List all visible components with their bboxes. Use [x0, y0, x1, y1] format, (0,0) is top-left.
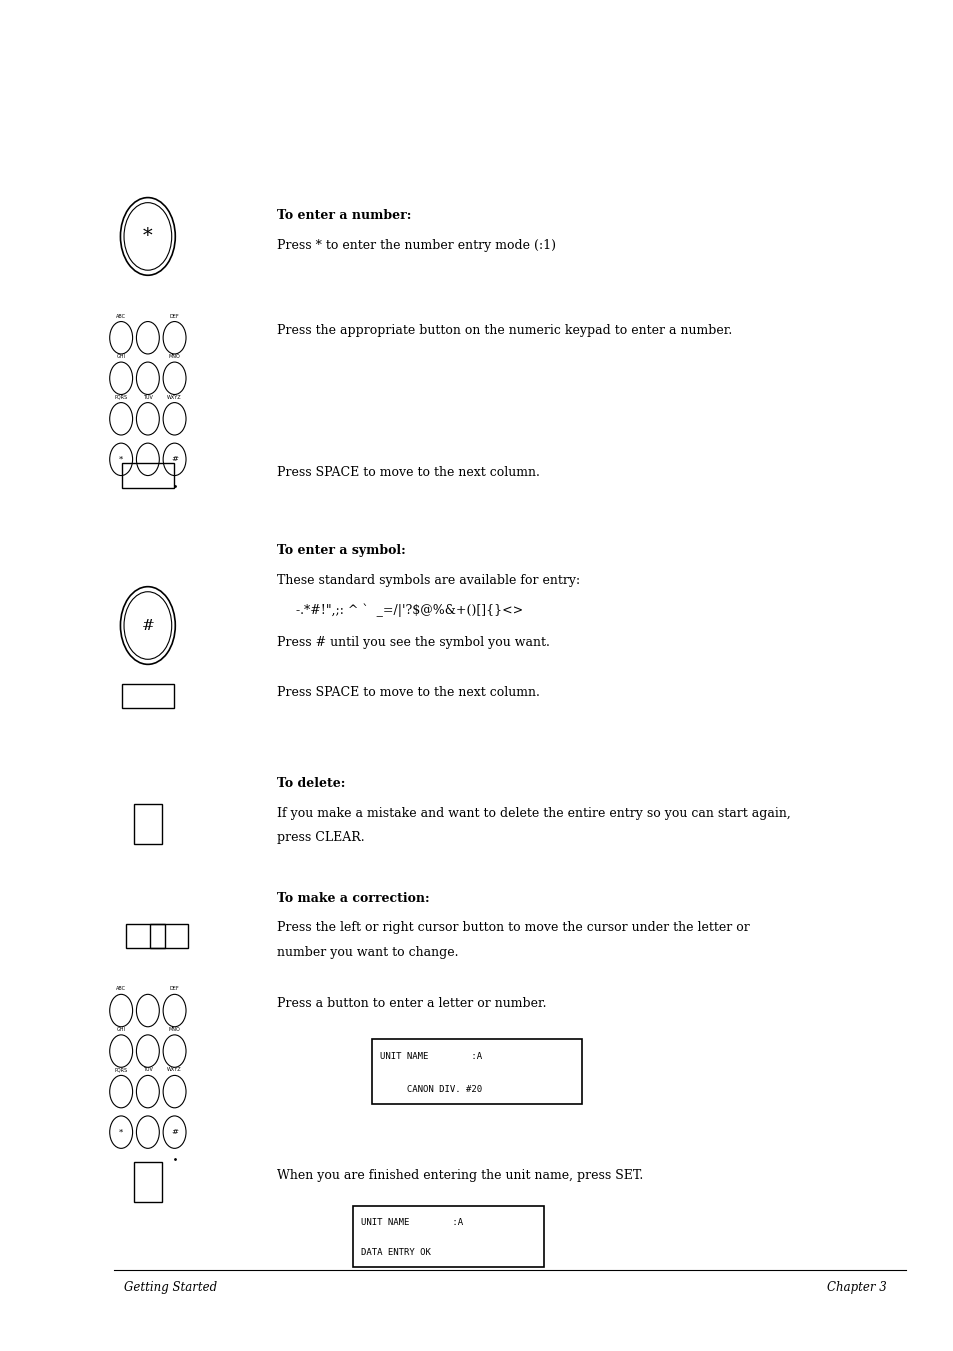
Text: press CLEAR.: press CLEAR. [276, 831, 364, 844]
Text: To delete:: To delete: [276, 777, 345, 790]
Text: Press the left or right cursor button to move the cursor under the letter or: Press the left or right cursor button to… [276, 921, 749, 935]
Text: These standard symbols are available for entry:: These standard symbols are available for… [276, 574, 579, 588]
Text: Chapter 3: Chapter 3 [826, 1281, 886, 1294]
Text: *: * [119, 1128, 123, 1136]
Text: PQRS: PQRS [114, 1067, 128, 1073]
Text: CANON DIV. #20: CANON DIV. #20 [379, 1085, 481, 1094]
Text: To enter a number:: To enter a number: [276, 209, 411, 223]
Text: TUV: TUV [143, 1067, 152, 1073]
Text: PQRS: PQRS [114, 394, 128, 400]
Text: UNIT NAME        :A: UNIT NAME :A [360, 1219, 462, 1227]
Text: UNIT NAME        :A: UNIT NAME :A [379, 1052, 481, 1062]
Text: Getting Started: Getting Started [124, 1281, 217, 1294]
Text: Press SPACE to move to the next column.: Press SPACE to move to the next column. [276, 466, 539, 480]
Text: ABC: ABC [116, 986, 126, 992]
Text: Press * to enter the number entry mode (:1): Press * to enter the number entry mode (… [276, 239, 555, 253]
Text: TUV: TUV [143, 394, 152, 400]
Text: To enter a symbol:: To enter a symbol: [276, 544, 405, 558]
Text: DEF: DEF [170, 986, 179, 992]
Text: To make a correction:: To make a correction: [276, 892, 429, 905]
Text: WXYZ: WXYZ [167, 1067, 182, 1073]
Text: MNO: MNO [169, 354, 180, 359]
Text: Press SPACE to move to the next column.: Press SPACE to move to the next column. [276, 686, 539, 700]
Text: #: # [171, 455, 178, 463]
Text: *: * [119, 455, 123, 463]
Text: #: # [171, 1128, 178, 1136]
Text: If you make a mistake and want to delete the entire entry so you can start again: If you make a mistake and want to delete… [276, 807, 790, 820]
Text: -.*#!",;: ^ `  _=/|'?$@%&+()[]{}<>: -.*#!",;: ^ ` _=/|'?$@%&+()[]{}<> [295, 604, 522, 617]
Text: Press a button to enter a letter or number.: Press a button to enter a letter or numb… [276, 997, 545, 1011]
Text: ABC: ABC [116, 313, 126, 319]
Text: GHI: GHI [116, 354, 126, 359]
Text: DATA ENTRY OK: DATA ENTRY OK [360, 1248, 430, 1258]
Text: WXYZ: WXYZ [167, 394, 182, 400]
Text: *: * [143, 227, 152, 246]
Text: When you are finished entering the unit name, press SET.: When you are finished entering the unit … [276, 1169, 642, 1182]
Text: Press # until you see the symbol you want.: Press # until you see the symbol you wan… [276, 636, 549, 650]
Text: DEF: DEF [170, 313, 179, 319]
Text: #: # [141, 619, 154, 632]
Text: MNO: MNO [169, 1027, 180, 1032]
Text: GHI: GHI [116, 1027, 126, 1032]
Text: Press the appropriate button on the numeric keypad to enter a number.: Press the appropriate button on the nume… [276, 324, 731, 338]
Text: number you want to change.: number you want to change. [276, 946, 457, 959]
